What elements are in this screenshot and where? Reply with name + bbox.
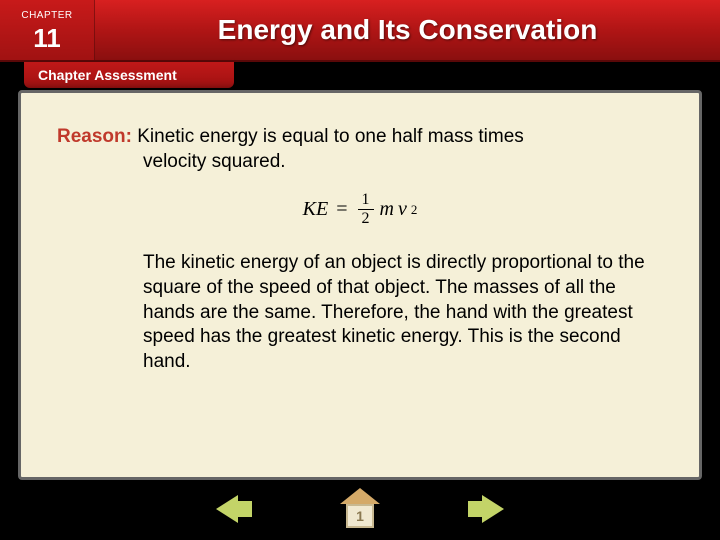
eq-frac-num: 1	[358, 192, 374, 210]
reason-text-line1: Kinetic energy is equal to one half mass…	[137, 126, 524, 147]
eq-exp: 2	[411, 202, 418, 218]
home-label: 1	[356, 508, 364, 524]
chapter-box: CHAPTER 11	[0, 0, 95, 60]
eq-frac-den: 2	[362, 210, 370, 227]
eq-fraction: 1 2	[358, 192, 374, 227]
eq-lhs: KE	[303, 198, 329, 221]
home-roof-icon	[340, 488, 380, 504]
prev-button[interactable]	[204, 490, 250, 528]
next-button[interactable]	[470, 490, 516, 528]
eq-v: v	[398, 198, 407, 221]
reason-block: Reason: Kinetic energy is equal to one h…	[57, 125, 663, 174]
home-button[interactable]: 1	[338, 488, 382, 536]
title-area: Energy and Its Conservation	[95, 0, 720, 60]
reason-label: Reason:	[57, 126, 132, 147]
chapter-number: 11	[33, 23, 61, 54]
subtitle-text: Chapter Assessment	[38, 67, 177, 83]
chapter-label: CHAPTER	[21, 10, 72, 21]
header-bar: CHAPTER 11 Energy and Its Conservation	[0, 0, 720, 62]
eq-m: m	[380, 198, 394, 221]
equation: KE = 1 2 m v 2	[57, 192, 663, 227]
arrow-right-icon	[482, 495, 504, 523]
chapter-title: Energy and Its Conservation	[218, 14, 598, 46]
home-body-icon: 1	[346, 504, 374, 528]
eq-equals: =	[336, 198, 347, 221]
arrow-left-icon	[216, 495, 238, 523]
content-panel: Reason: Kinetic energy is equal to one h…	[18, 90, 702, 480]
explanation-text: The kinetic energy of an object is direc…	[143, 251, 663, 374]
reason-text-line2: velocity squared.	[143, 150, 663, 175]
subtitle-bar: Chapter Assessment	[24, 62, 234, 88]
